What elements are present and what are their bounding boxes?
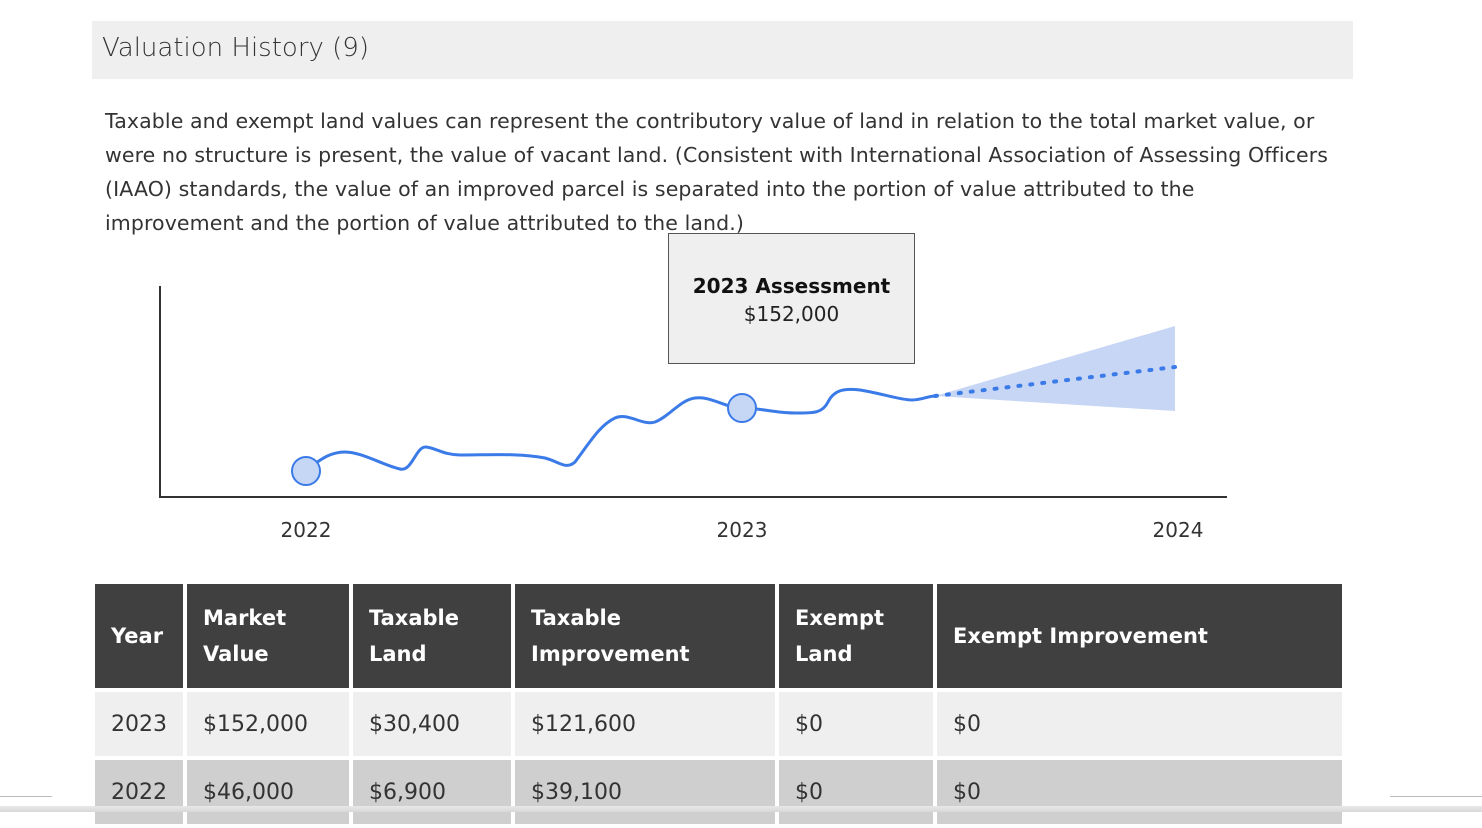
cell-taxable-improvement: $121,600	[515, 692, 775, 756]
column-header-market-value[interactable]: Market Value	[187, 584, 349, 688]
assessment-tooltip: 2023 Assessment $152,000	[668, 233, 915, 364]
table-row: 2023 $152,000 $30,400 $121,600 $0 $0	[95, 692, 1342, 756]
table-row: 2022 $46,000 $6,900 $39,100 $0 $0	[95, 760, 1342, 824]
cell-exempt-land: $0	[779, 760, 933, 824]
tooltip-title: 2023 Assessment	[692, 274, 891, 298]
column-header-exempt-land[interactable]: Exempt Land	[779, 584, 933, 688]
cell-market-value: $152,000	[187, 692, 349, 756]
footer-divider-left	[0, 796, 52, 797]
forecast-line	[933, 365, 1177, 398]
valuation-table: Year Market Value Taxable Land Taxable I…	[91, 580, 1346, 828]
x-tick-label: 2022	[281, 518, 332, 542]
cell-taxable-land: $30,400	[353, 692, 511, 756]
section-header[interactable]: Valuation History (9)	[92, 21, 1353, 79]
description-text: Taxable and exempt land values can repre…	[105, 109, 1329, 235]
cell-taxable-land: $6,900	[353, 760, 511, 824]
x-tick-label: 2023	[717, 518, 768, 542]
cell-year: 2023	[95, 692, 183, 756]
valuation-chart: 2022 2023 2024	[159, 286, 1227, 542]
footer-divider-right	[1390, 796, 1482, 797]
cell-exempt-improvement: $0	[937, 760, 1342, 824]
column-header-taxable-land[interactable]: Taxable Land	[353, 584, 511, 688]
cell-market-value: $46,000	[187, 760, 349, 824]
x-tick-label: 2024	[1153, 518, 1204, 542]
column-header-taxable-improvement[interactable]: Taxable Improvement	[515, 584, 775, 688]
cell-taxable-improvement: $39,100	[515, 760, 775, 824]
cell-year: 2022	[95, 760, 183, 824]
marker-2022	[291, 456, 321, 486]
table-header-row: Year Market Value Taxable Land Taxable I…	[95, 584, 1342, 688]
footer-edge	[0, 806, 1482, 812]
cell-exempt-land: $0	[779, 692, 933, 756]
history-line	[304, 387, 937, 472]
section-title: Valuation History (9)	[102, 33, 369, 63]
tooltip-value: $152,000	[743, 302, 840, 326]
column-header-year[interactable]: Year	[95, 584, 183, 688]
forecast-band	[935, 326, 1175, 411]
cell-exempt-improvement: $0	[937, 692, 1342, 756]
column-header-exempt-improvement[interactable]: Exempt Improvement	[937, 584, 1342, 688]
marker-2023	[727, 393, 757, 423]
